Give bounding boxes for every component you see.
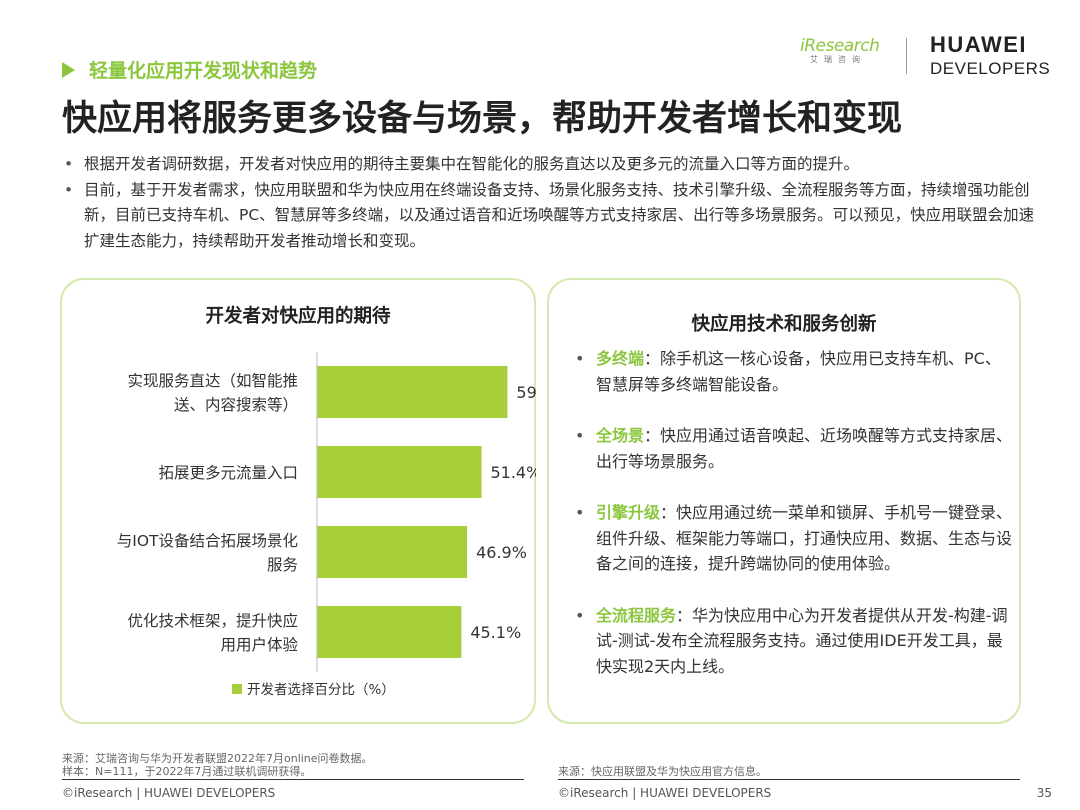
tech-item-full-process: 全流程服务：华为快应用中心为开发者提供从开发-构建-调试-测试-发布全流程服务支… — [573, 603, 1013, 680]
huawei-developers-logo: HUAWEI DEVELOPERS — [930, 32, 1051, 78]
expectations-panel-title: 开发者对快应用的期待 — [205, 306, 391, 327]
copyright-left: ©iResearch | HUAWEI DEVELOPERS — [62, 786, 276, 800]
page-number: 35 — [1036, 786, 1052, 800]
source-note-left: 来源：艾瑞咨询与华为开发者联盟2022年7月online问卷数据。 — [62, 752, 373, 765]
section-tag: 轻量化应用开发现状和趋势 — [62, 56, 317, 83]
category-label: 服务 — [267, 556, 298, 574]
bar — [317, 526, 468, 578]
tech-innovation-panel-title: 快应用技术和服务创新 — [691, 314, 877, 335]
tech-item-key: 引擎升级 — [596, 503, 661, 522]
category-label: 用用户体验 — [220, 636, 298, 654]
tech-item-multi-terminal: 多终端：除手机这一核心设备，快应用已支持车机、PC、智慧屏等多终端智能设备。 — [573, 346, 1013, 397]
huawei-logo-text: HUAWEI — [930, 32, 1027, 57]
footer-divider-right — [558, 779, 1020, 780]
tech-item-key: 全场景 — [596, 426, 645, 445]
bar — [317, 446, 482, 498]
bar — [317, 366, 508, 418]
footer-divider-left — [62, 779, 524, 780]
bar — [317, 606, 462, 658]
tech-item-key: 多终端 — [596, 349, 645, 368]
bar-value-label: 51.4% — [490, 463, 536, 482]
bar-value-label: 59.5% — [516, 383, 536, 402]
section-tag-label: 轻量化应用开发现状和趋势 — [89, 60, 318, 82]
logo-divider — [906, 38, 907, 74]
category-label: 实现服务直达（如智能推 — [127, 372, 298, 390]
developers-logo-text: DEVELOPERS — [930, 59, 1051, 78]
tech-innovation-list: 多终端：除手机这一核心设备，快应用已支持车机、PC、智慧屏等多终端智能设备。 全… — [573, 346, 1013, 705]
play-triangle-icon — [62, 61, 75, 78]
iresearch-logo-subtext: 艾瑞咨询 — [810, 55, 866, 64]
page-title: 快应用将服务更多设备与场景，帮助开发者增长和变现 — [62, 99, 903, 139]
source-note-right: 来源：快应用联盟及华为快应用官方信息。 — [558, 765, 767, 778]
tech-item-text: ：快应用通过统一菜单和锁屏、手机号一键登录、组件升级、框架能力等端口，打通快应用… — [596, 503, 1013, 573]
tech-item-text: ：快应用通过语音唤起、近场唤醒等方式支持家居、出行等场景服务。 — [596, 426, 1013, 471]
category-label: 拓展更多元流量入口 — [158, 464, 298, 482]
sample-note-left: 样本：N=111，于2022年7月通过联机调研获得。 — [62, 765, 312, 778]
bar-value-label: 46.9% — [476, 543, 527, 562]
intro-bullets: 根据开发者调研数据，开发者对快应用的期待主要集中在智能化的服务直达以及更多元的流… — [62, 152, 1042, 254]
bar-value-label: 45.1% — [470, 623, 521, 642]
iresearch-logo: iResearch 艾瑞咨询 — [800, 36, 888, 76]
copyright-right: ©iResearch | HUAWEI DEVELOPERS — [558, 786, 772, 800]
category-label: 与IOT设备结合拓展场景化 — [117, 532, 298, 550]
legend-swatch — [232, 684, 242, 694]
iresearch-logo-text: iResearch — [800, 36, 880, 56]
intro-bullet: 根据开发者调研数据，开发者对快应用的期待主要集中在智能化的服务直达以及更多元的流… — [62, 152, 1042, 178]
tech-item-all-scenario: 全场景：快应用通过语音唤起、近场唤醒等方式支持家居、出行等场景服务。 — [573, 423, 1013, 474]
intro-bullet: 目前，基于开发者需求，快应用联盟和华为快应用在终端设备支持、场景化服务支持、技术… — [62, 178, 1042, 255]
category-label: 优化技术框架，提升快应 — [127, 611, 298, 630]
tech-item-text: ：华为快应用中心为开发者提供从开发-构建-调试-测试-发布全流程服务支持。通过使… — [596, 605, 1008, 676]
tech-item-key: 全流程服务 — [596, 605, 677, 625]
tech-item-engine-upgrade: 引擎升级：快应用通过统一菜单和锁屏、手机号一键登录、组件升级、框架能力等端口，打… — [573, 500, 1013, 577]
category-label: 送、内容搜索等） — [174, 396, 298, 414]
tech-item-text: ：除手机这一核心设备，快应用已支持车机、PC、智慧屏等多终端智能设备。 — [596, 349, 1001, 394]
legend-label: 开发者选择百分比（%） — [247, 682, 395, 698]
